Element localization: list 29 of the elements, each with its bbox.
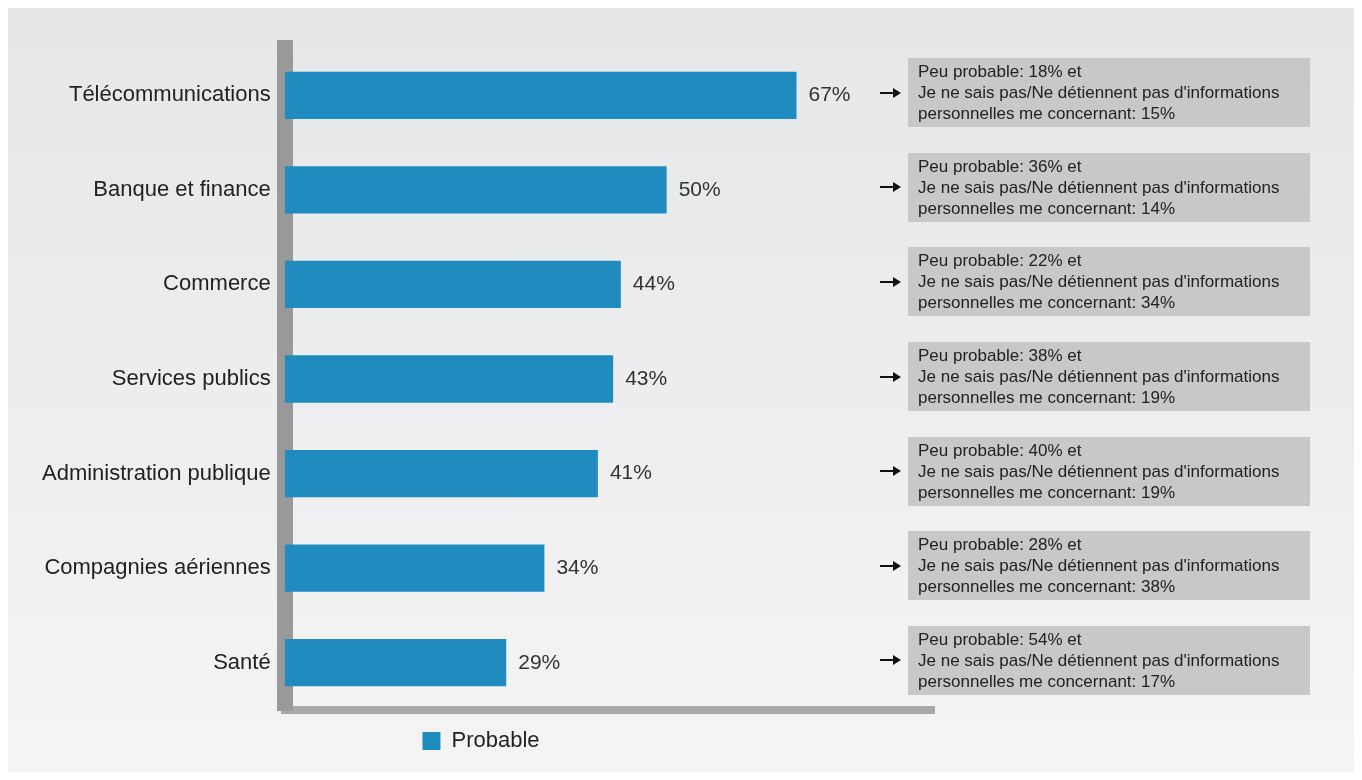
bar xyxy=(284,544,545,592)
bar xyxy=(284,71,797,119)
y-tick-label: Banque et finance xyxy=(93,175,271,201)
bar xyxy=(284,260,621,309)
data-label: 41% xyxy=(609,460,652,484)
y-tick-label: Commerce xyxy=(163,270,271,296)
annotation: Peu probable: 40% et Je ne sais pas/Ne détiennent pas d'informations personnelles me concernant: 19% xyxy=(908,436,1310,506)
annotation: Peu probable: 38% et Je ne sais pas/Ne détiennent pas d'informations personnelles me concernant: 19% xyxy=(908,342,1310,411)
y-tick-label: Santé xyxy=(213,648,271,674)
bar xyxy=(284,639,507,687)
data-label: 34% xyxy=(556,554,599,578)
y-tick-label: Administration publique xyxy=(41,459,271,485)
annotation: Peu probable: 28% et Je ne sais pas/Ne détiennent pas d'informations personnelles me concernant: 38% xyxy=(908,531,1310,601)
bar xyxy=(284,166,667,214)
bar xyxy=(284,355,614,403)
bar xyxy=(284,449,598,498)
y-tick-label: Compagnies aériennes xyxy=(44,554,271,580)
annotation: Peu probable: 36% et Je ne sais pas/Ne détiennent pas d'informations personnelles me concernant: 14% xyxy=(908,152,1310,222)
annotation: Peu probable: 54% et Je ne sais pas/Ne détiennent pas d'informations personnelles me concernant: 17% xyxy=(908,625,1310,695)
data-label: 50% xyxy=(678,176,721,200)
data-label: 43% xyxy=(625,365,668,389)
annotation: Peu probable: 18% et Je ne sais pas/Ne détiennent pas d'informations personnelles me concernant: 15% xyxy=(908,58,1310,128)
y-tick-label: Services publics xyxy=(111,365,271,391)
data-label: 44% xyxy=(632,271,675,295)
y-tick-label: Télécommunications xyxy=(68,81,271,107)
annotation: Peu probable: 22% et Je ne sais pas/Ne détiennent pas d'informations personnelles me concernant: 34% xyxy=(908,247,1310,317)
legend-label: Probable xyxy=(451,727,540,753)
data-label: 29% xyxy=(518,649,561,673)
data-label: 67% xyxy=(808,82,851,106)
